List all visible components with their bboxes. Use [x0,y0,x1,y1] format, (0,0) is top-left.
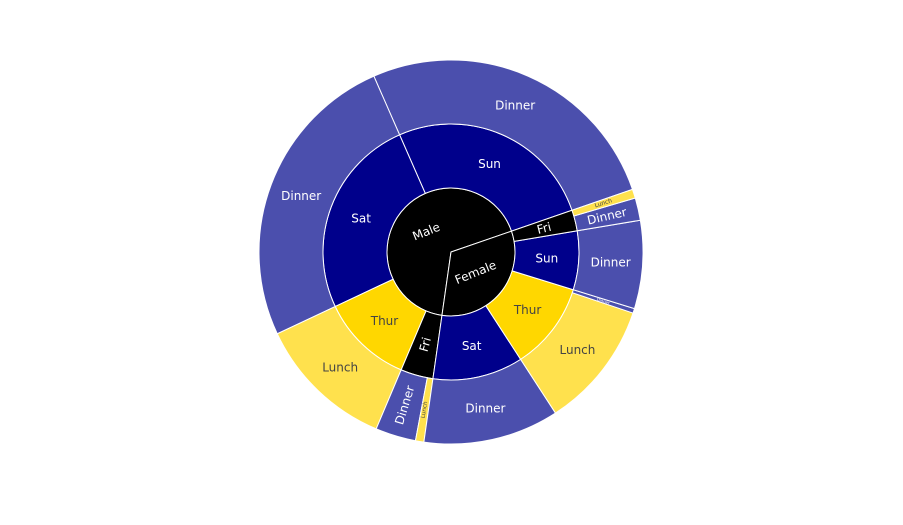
segment-time-male-sat-dinner[interactable] [258,75,401,335]
segment-time-male-sun-dinner[interactable] [373,59,634,211]
segment-time-female-fri-lunch[interactable] [571,188,636,217]
